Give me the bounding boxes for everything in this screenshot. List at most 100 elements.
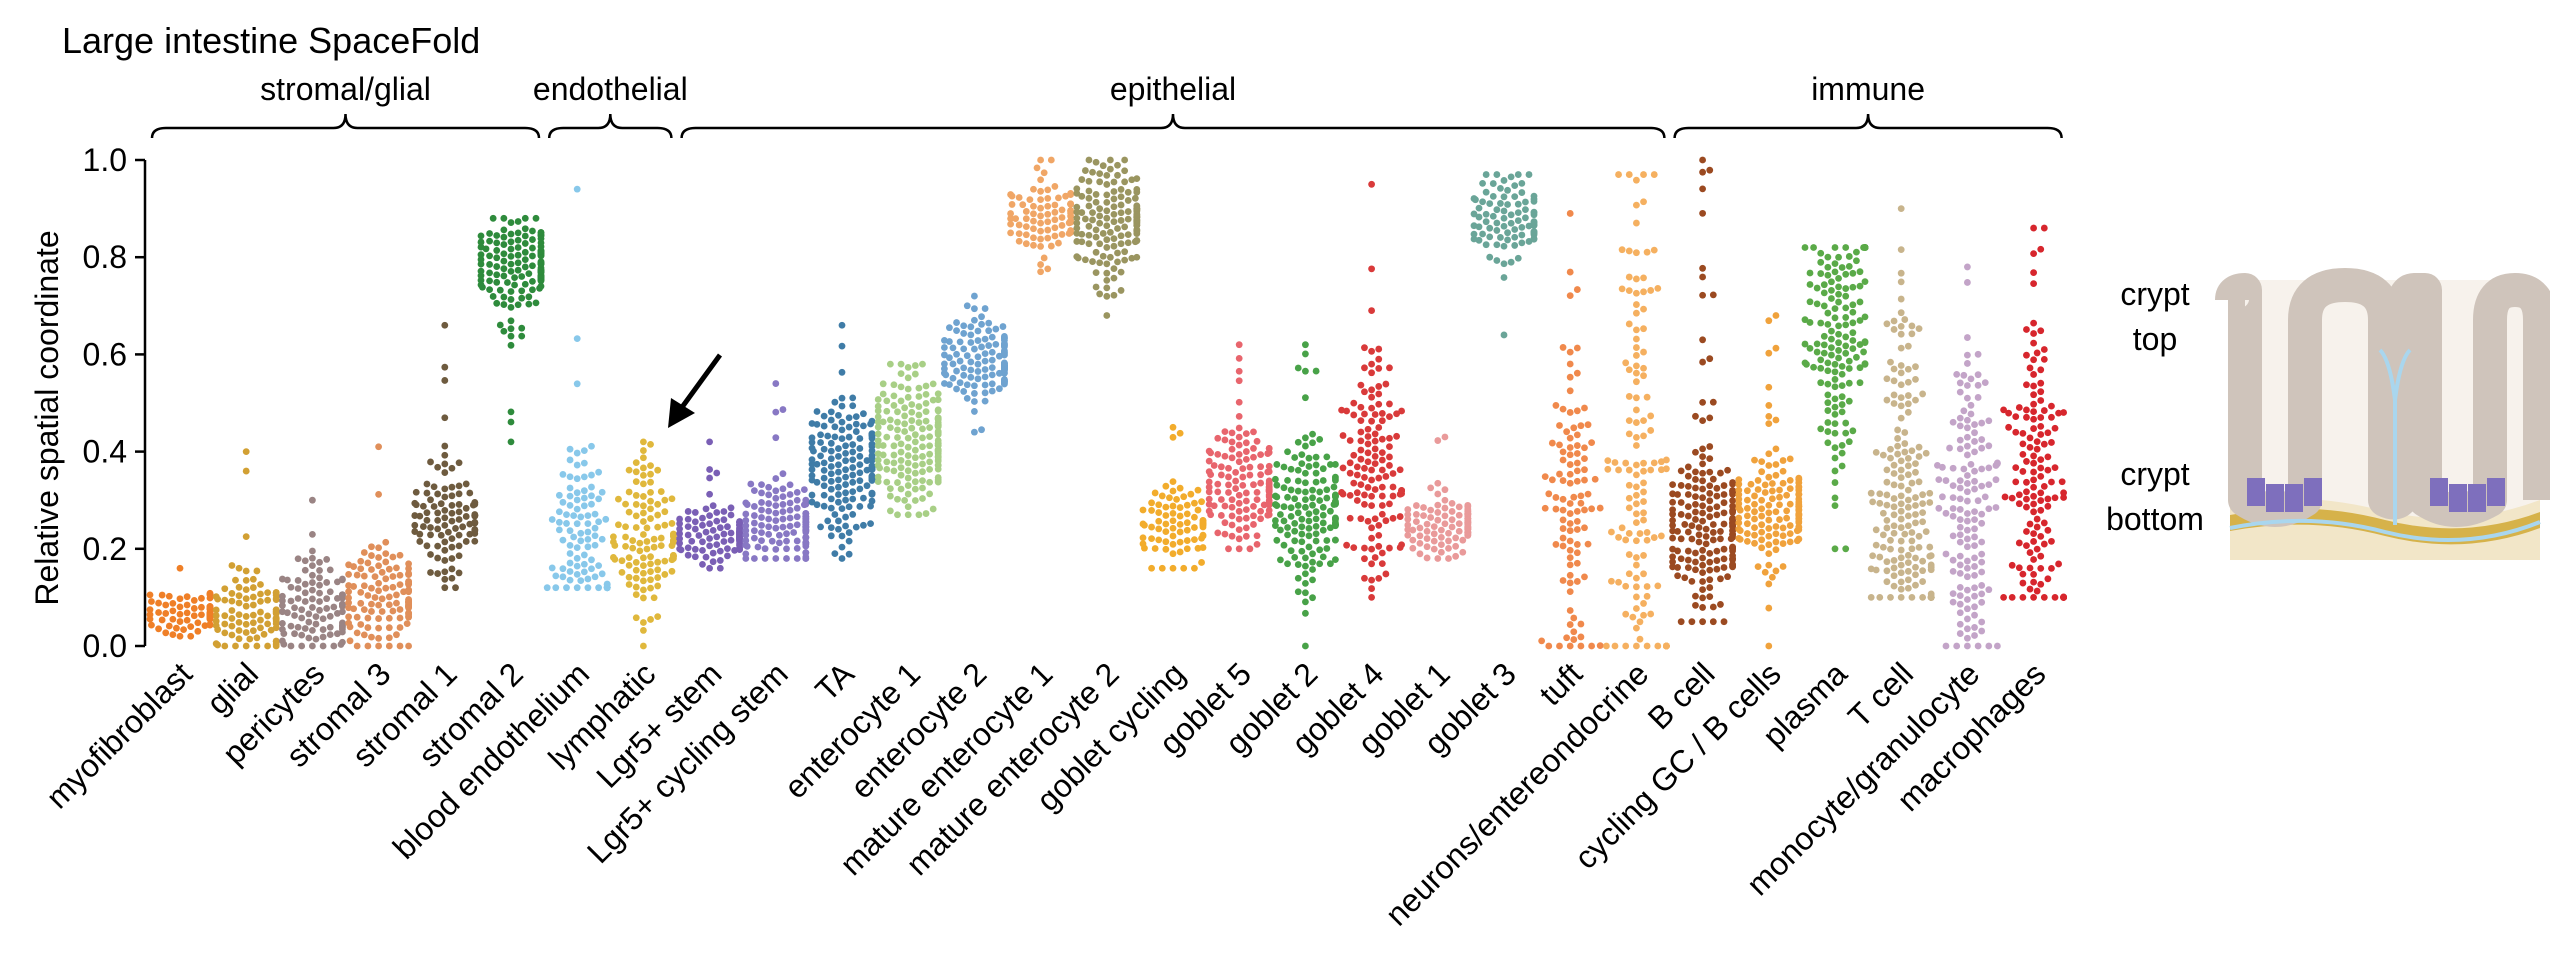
data-point (1813, 284, 1821, 292)
data-point (1904, 462, 1912, 470)
data-point (1978, 444, 1986, 452)
data-point (580, 502, 588, 510)
data-point (155, 625, 162, 633)
data-point (427, 531, 434, 539)
data-point (279, 575, 286, 583)
data-point (1507, 219, 1515, 227)
data-point (1633, 344, 1640, 351)
data-point (1743, 530, 1751, 537)
data-point (1364, 484, 1372, 491)
data-point (507, 408, 515, 416)
data-point (1633, 419, 1640, 426)
data-point (1772, 546, 1780, 554)
data-point (786, 499, 794, 507)
data-point (1618, 246, 1626, 254)
y-tick-label: 0.2 (83, 531, 127, 567)
data-point (1375, 574, 1383, 582)
data-point (287, 642, 295, 650)
data-point (772, 545, 780, 553)
data-point (1530, 192, 1538, 200)
data-point (1978, 627, 1986, 635)
data-point (934, 414, 942, 422)
data-point (1012, 215, 1020, 223)
data-point (1699, 509, 1706, 517)
data-point (1566, 554, 1574, 561)
data-point (176, 564, 184, 572)
data-point (1729, 479, 1736, 486)
data-point (1205, 468, 1213, 476)
data-point (573, 562, 581, 570)
data-point (1699, 604, 1706, 611)
data-point (1176, 548, 1184, 556)
data-point (2026, 549, 2034, 556)
data-point (808, 472, 816, 480)
data-point (779, 515, 787, 523)
data-point (922, 510, 930, 517)
data-point (1287, 486, 1295, 494)
data-point (1887, 358, 1894, 366)
data-point (190, 597, 198, 604)
data-point (1577, 642, 1585, 650)
data-point (838, 394, 846, 402)
data-point (2015, 500, 2023, 508)
data-point (1085, 240, 1093, 248)
data-point (1842, 292, 1850, 300)
data-point (1205, 457, 1213, 465)
data-point (1124, 231, 1132, 239)
data-point (1375, 531, 1383, 539)
group-label: immune (1811, 71, 1925, 107)
data-point (720, 516, 728, 524)
data-point (264, 642, 272, 650)
data-point (702, 528, 710, 536)
data-point (1312, 508, 1320, 516)
data-point (1729, 502, 1736, 510)
data-point (1674, 572, 1682, 580)
data-point (2030, 468, 2037, 476)
data-point (775, 531, 783, 539)
data-point (212, 640, 220, 648)
data-point (1239, 465, 1247, 472)
data-point (1772, 538, 1780, 546)
data-point (1890, 529, 1898, 537)
data-point (1849, 308, 1857, 316)
data-point (566, 527, 574, 535)
data-point (169, 607, 177, 615)
data-point (416, 530, 424, 538)
group-bracket (547, 113, 673, 139)
data-point (532, 299, 540, 307)
data-point (1657, 532, 1665, 540)
data-point (1919, 567, 1927, 575)
data-point (1964, 642, 1971, 650)
data-point (500, 293, 508, 301)
data-point (477, 276, 485, 284)
data-point (1743, 504, 1751, 512)
data-point (919, 434, 926, 442)
data-point (1250, 445, 1257, 452)
data-point (849, 478, 857, 486)
stem-cell (2247, 478, 2265, 506)
data-point (496, 321, 504, 329)
data-point (1302, 642, 1309, 650)
data-point (1228, 445, 1236, 453)
data-point (441, 557, 449, 564)
data-point (1302, 609, 1309, 617)
data-point (2019, 440, 2027, 448)
data-point (1974, 497, 1982, 505)
data-point (640, 586, 647, 594)
data-point (1964, 416, 1971, 424)
data-point (316, 606, 323, 614)
data-point (1030, 202, 1037, 210)
data-point (1964, 586, 1971, 594)
data-point (1040, 254, 1048, 262)
data-point (919, 468, 926, 476)
data-point (1735, 525, 1743, 533)
data-point (1904, 400, 1912, 408)
data-point (375, 443, 382, 451)
data-point (1581, 455, 1588, 463)
data-point (1051, 232, 1059, 240)
data-point (1743, 520, 1751, 528)
data-point (1720, 545, 1728, 553)
data-point (1242, 532, 1250, 540)
data-point (1758, 528, 1766, 536)
data-point (867, 520, 874, 528)
